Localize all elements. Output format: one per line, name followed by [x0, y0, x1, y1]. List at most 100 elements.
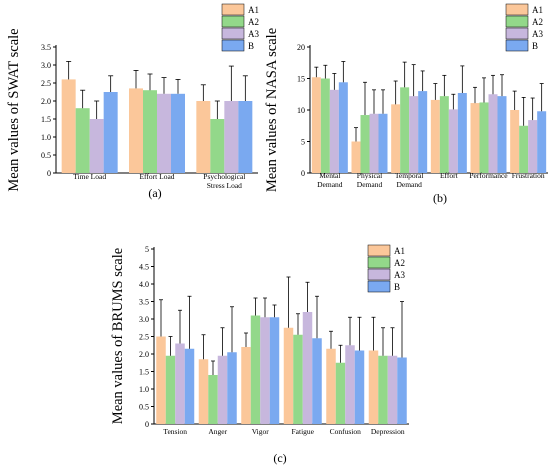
bar-A1 — [470, 103, 480, 173]
bar-A1 — [311, 77, 321, 173]
legend-label-B: B — [394, 282, 400, 292]
x-tick-label: Frustration — [512, 171, 545, 180]
bar-A2 — [210, 119, 225, 173]
x-tick-label: Psychological Stress Load — [203, 172, 245, 190]
y-tick-label: 2.5 — [41, 79, 51, 88]
bar-A3 — [488, 94, 498, 173]
legend-swatch-A1 — [221, 3, 245, 16]
bar-A1 — [196, 101, 211, 173]
bar-A3 — [528, 120, 538, 173]
x-tick-label: Vigor — [252, 427, 270, 436]
legend-label-A3: A3 — [248, 29, 259, 39]
bar-A2 — [360, 115, 370, 173]
y-tick-label: 0 — [47, 169, 51, 178]
bar-A2 — [335, 362, 346, 424]
legend-swatch-A2 — [367, 256, 391, 269]
y-tick-label: 0 — [145, 420, 149, 429]
legend-swatch-B — [505, 39, 529, 52]
bar-A3 — [217, 355, 228, 424]
legend-label-B: B — [532, 41, 538, 51]
bar-A3 — [157, 93, 171, 173]
bar-B — [184, 348, 195, 424]
y-tick-label: 4.5 — [139, 263, 149, 272]
y-tick-label: 3.5 — [41, 43, 51, 52]
y-tick-label: 1.5 — [41, 115, 51, 124]
bar-A1 — [430, 99, 440, 173]
y-tick-label: 2.0 — [41, 97, 51, 106]
bar-B — [227, 352, 237, 424]
bar-B — [497, 96, 507, 173]
y-tick-label: 4.0 — [139, 280, 149, 289]
panel-2: 0 0.5 1.0 1.5 2.0 2.5 3.0 3.5 4.0 4.5 5 Mean values… — [110, 244, 409, 465]
x-tick-label: Time Load — [73, 172, 106, 181]
bar-B — [397, 357, 407, 424]
y-tick-label: 20 — [297, 43, 305, 52]
bar-A1 — [61, 79, 76, 173]
y-tick-label: 5 — [145, 245, 149, 254]
legend-label-A1: A1 — [532, 5, 543, 15]
legend-label-B: B — [248, 41, 254, 51]
bar-A2 — [320, 78, 330, 173]
bar-A1 — [326, 348, 336, 424]
bar-B — [103, 92, 118, 173]
x-tick-label: Physical Demand — [357, 171, 383, 189]
x-tick-label: Effort — [440, 171, 459, 180]
y-tick-label: 2.0 — [139, 350, 149, 359]
bar-A3 — [345, 345, 355, 424]
x-tick-label: Effort Load — [139, 172, 174, 181]
bar-A1 — [283, 327, 294, 424]
y-tick-label: 3.5 — [139, 298, 149, 307]
bar-A1 — [129, 88, 143, 173]
bar-A3 — [89, 119, 104, 173]
x-tick-label: Temporal Demand — [395, 171, 424, 189]
bar-A3 — [302, 312, 313, 424]
bar-A2 — [400, 87, 410, 173]
bar-A2 — [439, 96, 449, 173]
bar-A3 — [224, 101, 239, 173]
y-tick-label: 10 — [297, 106, 305, 115]
bar-A1 — [156, 336, 166, 424]
bar-B — [171, 93, 185, 173]
y-axis-label: Mean values of SWAT scale — [6, 28, 22, 191]
x-tick-label: Confusion — [330, 427, 362, 436]
x-tick-label: Fatigue — [292, 427, 315, 436]
bar-B — [338, 82, 348, 173]
bar-A2 — [143, 90, 157, 173]
y-tick-label: 2.5 — [139, 333, 149, 342]
bar-A3 — [175, 343, 185, 424]
bar-A2 — [208, 375, 218, 424]
bar-A2 — [75, 108, 90, 173]
bar-A3 — [369, 113, 379, 173]
bar-A3 — [409, 96, 419, 173]
legend-swatch-A1 — [367, 244, 391, 257]
x-tick-label: Mental Demand — [317, 171, 343, 189]
legend-swatch-B — [221, 39, 245, 52]
panel-label: (c) — [273, 451, 286, 465]
legend-swatch-A1 — [505, 3, 529, 16]
bar-A2 — [165, 355, 176, 424]
y-tick-label: 1.0 — [41, 133, 51, 142]
bar-B — [418, 91, 428, 173]
panel-1: 0 5 10 15 20 Mean values of NASA scale Mental D… — [264, 3, 548, 205]
bar-A2 — [479, 102, 489, 173]
legend-label-A2: A2 — [394, 258, 405, 268]
panel-label: (a) — [148, 186, 161, 200]
bar-A2 — [378, 355, 388, 424]
bar-A1 — [510, 110, 520, 173]
bar-B — [378, 113, 388, 173]
bar-A1 — [391, 104, 401, 173]
bar-A3 — [329, 89, 339, 173]
legend-label-A1: A1 — [394, 246, 405, 256]
legend-swatch-A2 — [221, 15, 245, 28]
legend-label-A2: A2 — [532, 17, 543, 27]
bar-B — [238, 101, 253, 173]
y-axis-label: Mean values of NASA scale — [264, 28, 280, 192]
legend-swatch-B — [367, 280, 391, 293]
y-tick-label: 1.5 — [139, 368, 149, 377]
x-tick-label: Anger — [208, 427, 227, 436]
x-tick-label: Depression — [371, 427, 405, 436]
bar-A2 — [519, 125, 529, 173]
x-tick-label: Performance — [469, 171, 508, 180]
y-tick-label: 1.0 — [139, 385, 149, 394]
bar-B — [354, 350, 365, 424]
